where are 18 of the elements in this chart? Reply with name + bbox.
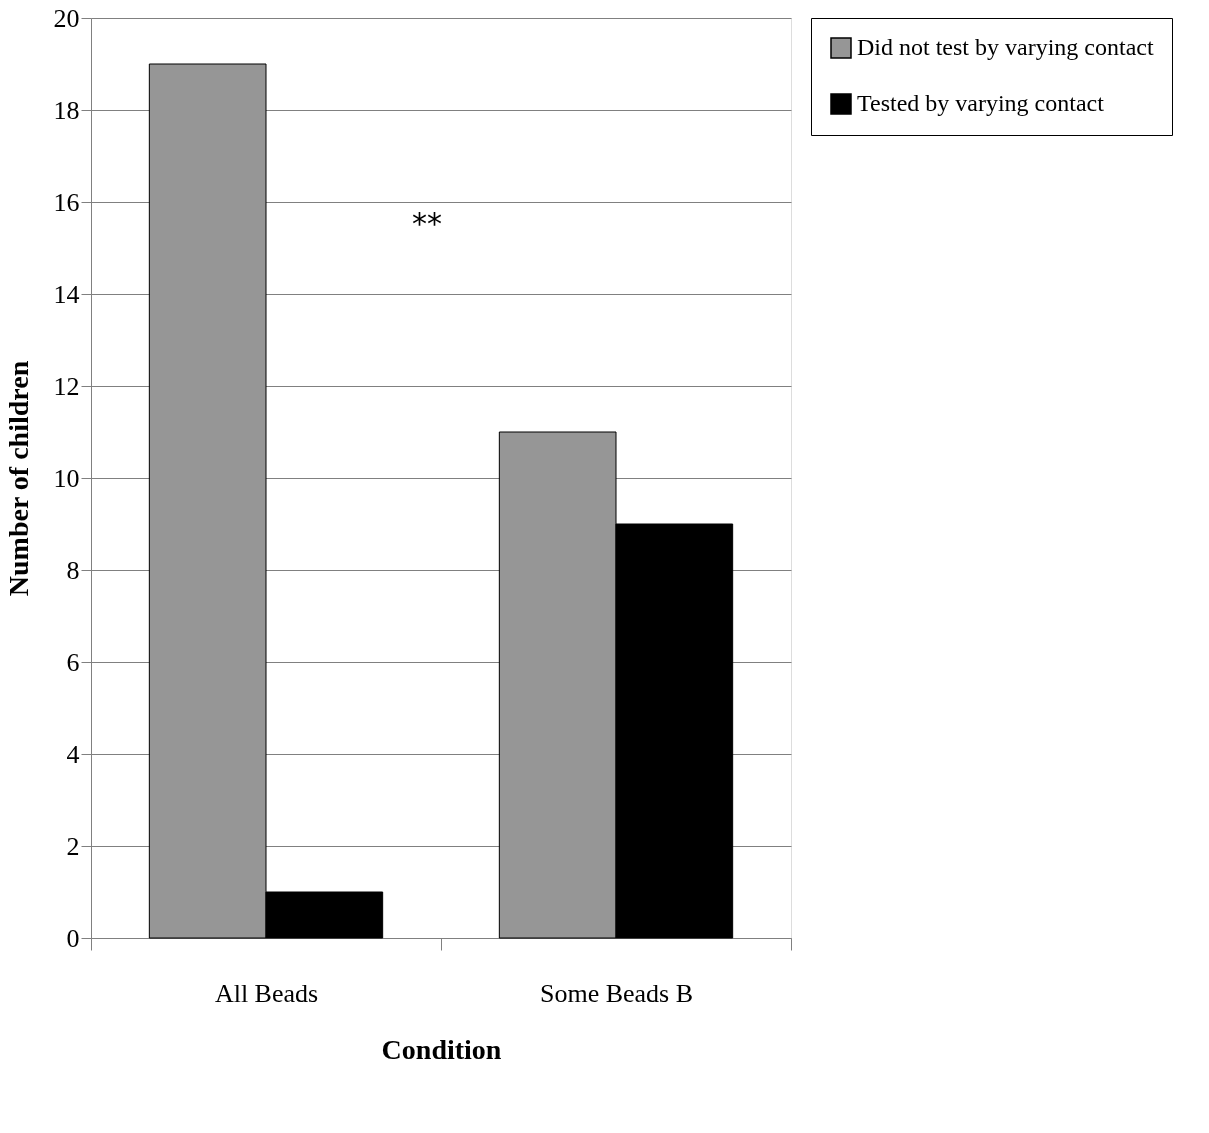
legend-label: Did not test by varying contact (857, 34, 1154, 60)
y-tick-label: 12 (53, 371, 80, 401)
y-tick-label: 6 (66, 647, 80, 677)
annotation: ** (412, 206, 442, 241)
y-tick-label: 2 (66, 831, 80, 861)
x-tick-label: Some Beads B (539, 978, 694, 1008)
y-tick-label: 0 (66, 923, 80, 953)
y-tick-label: 10 (53, 463, 80, 493)
y-tick-label: 20 (53, 3, 80, 33)
y-axis-title: Number of children (2, 360, 34, 597)
legend-label: Tested by varying contact (857, 90, 1105, 116)
y-tick-label: 16 (53, 187, 80, 217)
x-tick-label: All Beads (214, 978, 319, 1008)
y-tick-label: 18 (53, 95, 80, 125)
y-tick-label: 8 (66, 555, 80, 585)
y-tick-label: 4 (66, 739, 80, 769)
x-axis-title: Condition (381, 1033, 502, 1065)
y-tick-label: 14 (53, 279, 80, 309)
